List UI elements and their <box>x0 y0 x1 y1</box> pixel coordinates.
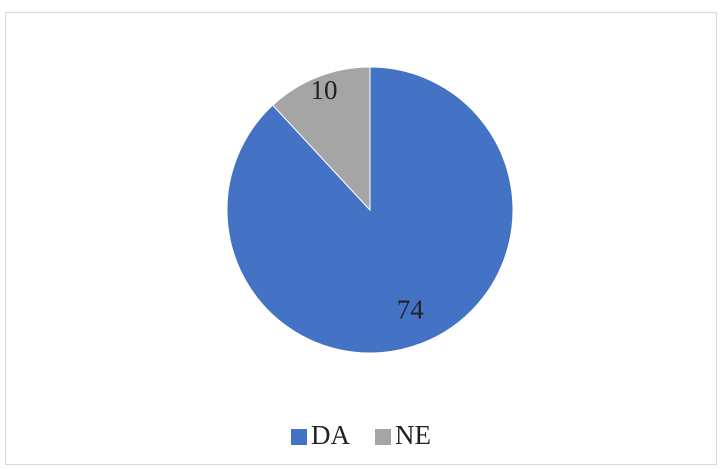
legend-label: NE <box>395 420 431 450</box>
legend-swatch <box>375 429 391 445</box>
legend-swatch <box>291 429 307 445</box>
data-label: 10 <box>311 75 338 105</box>
legend-label: DA <box>311 420 350 450</box>
data-label: 74 <box>397 295 425 325</box>
pie-slice <box>226 66 514 354</box>
pie-slice <box>272 66 371 212</box>
